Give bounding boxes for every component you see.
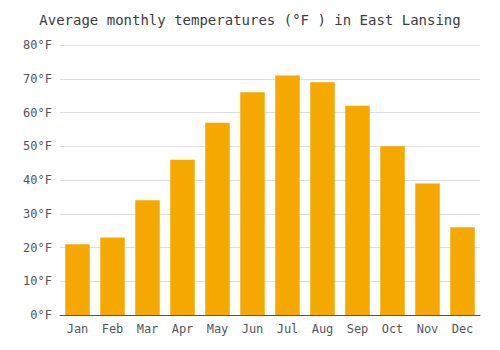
svg-text:Sep: Sep [347,322,369,336]
svg-text:Jul: Jul [277,322,299,336]
svg-text:60°F: 60°F [23,106,52,120]
svg-text:10°F: 10°F [23,274,52,288]
svg-text:Aug: Aug [312,322,334,336]
svg-text:50°F: 50°F [23,139,52,153]
svg-text:Apr: Apr [172,322,194,336]
svg-text:80°F: 80°F [23,38,52,52]
svg-text:Jan: Jan [67,322,89,336]
svg-text:Jun: Jun [242,322,264,336]
svg-text:Feb: Feb [102,322,124,336]
svg-text:Oct: Oct [382,322,404,336]
svg-text:Mar: Mar [137,322,159,336]
svg-text:0°F: 0°F [30,308,52,322]
svg-text:Dec: Dec [452,322,474,336]
svg-text:Nov: Nov [417,322,439,336]
svg-text:30°F: 30°F [23,207,52,221]
svg-text:20°F: 20°F [23,241,52,255]
svg-text:40°F: 40°F [23,173,52,187]
svg-text:May: May [207,322,229,336]
svg-text:70°F: 70°F [23,72,52,86]
svg-text:Average monthly temperatures (: Average monthly temperatures (°F ) in Ea… [39,12,460,28]
